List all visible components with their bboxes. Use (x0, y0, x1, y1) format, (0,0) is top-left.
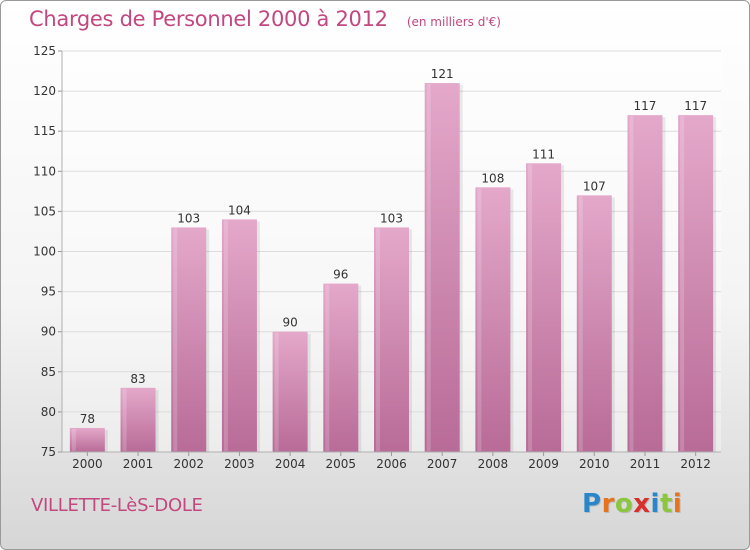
chart-title: Charges de Personnel 2000 à 2012 (29, 7, 388, 31)
data-label: 78 (80, 412, 95, 426)
x-tick-label: 2000 (72, 457, 103, 471)
y-tick-label: 110 (33, 164, 56, 178)
data-label: 117 (634, 99, 657, 113)
bar-layer: 78 83 103 104 90 96 103 121 108 111 107 117 117 (69, 67, 717, 453)
bar-2000 (69, 427, 105, 452)
y-tick-label: 125 (33, 44, 56, 58)
bar-highlight (426, 84, 431, 451)
bar-highlight (376, 228, 380, 451)
logo-letter: t (659, 489, 673, 519)
x-tick-label: 2011 (630, 457, 661, 471)
data-label: 121 (431, 67, 454, 81)
bar-2004 (272, 331, 308, 452)
bar-highlight (71, 428, 76, 451)
y-tick-label: 85 (41, 365, 56, 379)
bar-2001 (120, 387, 156, 452)
y-tick-label: 80 (41, 405, 56, 419)
data-label: 111 (532, 147, 555, 161)
data-label: 103 (380, 211, 403, 225)
bar-highlight (578, 196, 583, 451)
y-tick-label: 90 (41, 325, 56, 339)
bar-highlight (122, 388, 127, 451)
data-label: 108 (481, 171, 504, 185)
y-tick-label: 120 (33, 84, 56, 98)
data-label: 90 (282, 316, 297, 330)
commune-name: VILLETTE-LèS-DOLE (31, 495, 203, 516)
x-tick-label: 2007 (427, 457, 458, 471)
logo-letter: r (601, 489, 615, 519)
y-tick-label: 115 (33, 124, 56, 138)
data-label: 107 (583, 179, 606, 193)
bar-2009 (526, 163, 562, 452)
x-tick-label: 2002 (173, 457, 204, 471)
bar-2002 (171, 227, 207, 452)
data-label: 103 (177, 211, 200, 225)
x-tick-label: 2004 (275, 457, 306, 471)
x-tick-label: 2010 (579, 457, 610, 471)
bar-2007 (424, 83, 460, 452)
bar-highlight (477, 188, 482, 451)
title-row: Charges de Personnel 2000 à 2012 (en mil… (29, 7, 501, 31)
bar-highlight (528, 164, 533, 451)
axis-layer: 75 80 85 90 95 100 105 110 115 120 125 2000 2001 2002… (33, 44, 721, 471)
y-tick-label: 100 (33, 245, 56, 259)
logo-letter: i (650, 489, 660, 519)
logo-letter: i (672, 489, 683, 519)
y-tick-label: 105 (33, 204, 56, 218)
bar-highlight (173, 228, 178, 451)
x-tick-label: 2009 (528, 457, 559, 471)
x-tick-label: 2008 (478, 457, 509, 471)
logo-letter: x (633, 489, 651, 519)
bar-2003 (221, 219, 257, 452)
y-tick-label: 95 (41, 285, 56, 299)
bar-highlight (680, 116, 685, 451)
bar-highlight (274, 332, 279, 451)
proxiti-logo[interactable]: Proxiti (582, 489, 682, 519)
logo-letter: o (614, 489, 634, 519)
bar-2005 (323, 283, 359, 452)
bar-2008 (475, 187, 511, 452)
bar-highlight (325, 284, 330, 451)
bar-highlight (223, 220, 228, 451)
bar-2010 (576, 195, 612, 453)
bar-2006 (374, 227, 409, 452)
bar-2012 (678, 115, 714, 452)
y-tick-label: 75 (41, 445, 56, 459)
data-label: 83 (130, 372, 145, 386)
data-label: 117 (684, 99, 707, 113)
data-label: 104 (228, 203, 251, 217)
x-tick-label: 2006 (376, 457, 407, 471)
x-tick-label: 2012 (680, 457, 711, 471)
bar-2011 (627, 115, 663, 452)
bar-highlight (629, 116, 634, 451)
x-tick-label: 2001 (123, 457, 154, 471)
chart-unit: (en milliers d'€) (406, 15, 501, 29)
x-tick-label: 2003 (224, 457, 255, 471)
logo-letter: P (582, 489, 602, 519)
x-tick-label: 2005 (326, 457, 357, 471)
data-label: 96 (333, 268, 348, 282)
